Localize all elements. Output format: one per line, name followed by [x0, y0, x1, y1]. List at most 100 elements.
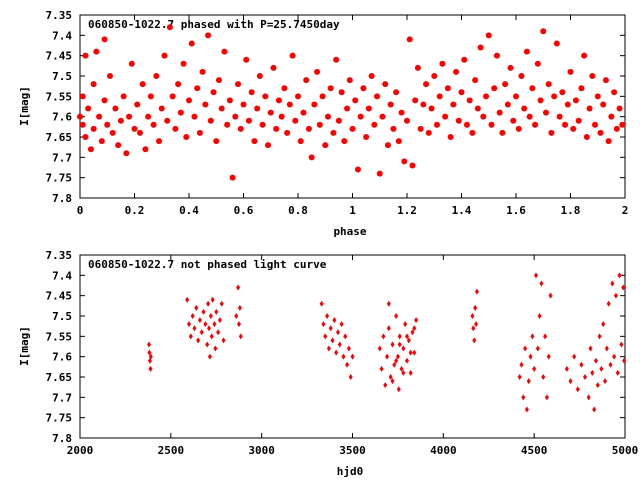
top-data-point: [436, 93, 443, 100]
top-data-point: [458, 89, 465, 96]
top-data-point: [256, 73, 263, 79]
top-data-point: [120, 93, 127, 100]
top-data-point: [559, 89, 566, 96]
bottom-data-point: [401, 369, 406, 376]
bottom-data-point: [473, 304, 478, 311]
top-data-point: [472, 77, 479, 84]
top-data-point: [504, 101, 511, 108]
bottom-data-point: [386, 300, 391, 307]
bottom-data-point: [348, 374, 353, 380]
top-data-point: [330, 129, 337, 136]
top-data-point: [218, 105, 225, 112]
bottom-data-point: [399, 365, 404, 372]
bottom-data-point: [385, 353, 390, 360]
top-data-point: [540, 28, 547, 35]
top-data-point: [431, 73, 438, 79]
top-data-point: [191, 113, 198, 120]
top-data-point: [613, 125, 620, 132]
bottom-y-tick-label: 7.6: [52, 351, 72, 364]
top-data-point: [526, 113, 533, 120]
bottom-data-point: [406, 337, 411, 344]
top-data-point: [243, 56, 250, 63]
bottom-data-point: [410, 329, 415, 336]
top-data-point: [161, 52, 168, 59]
top-data-point: [286, 101, 293, 108]
bottom-data-point: [321, 321, 326, 328]
top-y-tick-label: 7.6: [52, 111, 72, 124]
bottom-data-point: [579, 361, 584, 368]
top-data-point: [513, 93, 519, 100]
top-data-point: [401, 158, 408, 165]
bottom-data-point: [592, 406, 597, 413]
top-data-point: [485, 32, 492, 39]
bottom-data-point: [388, 374, 393, 380]
top-data-point: [254, 105, 261, 112]
top-data-point: [292, 117, 299, 124]
bottom-data-point: [236, 321, 241, 328]
top-data-point: [259, 121, 266, 128]
bottom-data-point: [328, 325, 333, 332]
top-data-point: [349, 125, 356, 132]
top-data-point: [311, 101, 318, 108]
top-data-point: [499, 129, 506, 136]
bottom-data-point: [401, 345, 406, 352]
bottom-data-point: [185, 296, 190, 303]
top-data-point: [562, 121, 569, 128]
top-data-point: [444, 85, 451, 92]
top-data-point: [382, 81, 389, 88]
bottom-data-point: [471, 325, 476, 332]
bottom-data-point: [613, 292, 618, 299]
bottom-data-point: [619, 341, 624, 348]
top-data-point: [390, 125, 397, 132]
bottom-data-point: [206, 325, 211, 332]
bottom-chart-title: 060850-1022.7 not phased light curve: [88, 258, 327, 271]
bottom-data-point: [341, 353, 346, 360]
bottom-data-point: [568, 378, 573, 385]
top-data-point: [496, 109, 503, 116]
bottom-y-tick-label: 7.65: [46, 371, 73, 384]
top-data-point: [104, 121, 111, 128]
bottom-data-point: [474, 321, 479, 328]
bottom-y-tick-label: 7.35: [46, 249, 73, 262]
top-x-tick-label: 0: [77, 204, 84, 217]
top-data-point: [202, 101, 209, 108]
top-data-point: [136, 129, 143, 136]
top-data-point: [172, 125, 179, 132]
bottom-data-point: [528, 353, 533, 360]
bottom-x-tick-label: 4500: [521, 444, 548, 457]
bottom-data-point: [238, 333, 243, 340]
top-data-point: [616, 105, 623, 112]
top-data-point: [575, 117, 582, 124]
top-data-point: [545, 81, 552, 88]
top-data-point: [232, 113, 239, 120]
top-data-point: [523, 48, 530, 55]
top-data-point: [196, 129, 203, 136]
top-data-point: [115, 142, 122, 149]
bottom-plot-frame: [79, 254, 626, 439]
top-data-point: [393, 89, 400, 96]
bottom-y-tick-label: 7.8: [52, 432, 72, 445]
top-data-point: [363, 134, 370, 140]
top-data-point: [308, 154, 315, 161]
top-data-point: [374, 93, 381, 100]
top-x-tick-label: 0.8: [288, 204, 308, 217]
bottom-data-point: [381, 333, 386, 340]
top-data-point: [229, 174, 236, 181]
bottom-data-point: [595, 382, 600, 389]
bottom-data-point: [201, 308, 206, 315]
top-data-point: [109, 129, 116, 136]
top-data-point: [360, 85, 367, 92]
top-data-point: [322, 142, 329, 149]
top-x-tick-label: 2: [622, 204, 629, 217]
top-x-tick-label: 1.6: [506, 204, 526, 217]
bottom-ticks-group: 2000 2500 3000 3500 4000 4500 5000 7.35 7.4 7.45 7…: [46, 249, 639, 457]
top-data-point: [346, 77, 353, 84]
top-y-tick-label: 7.75: [46, 172, 73, 185]
top-data-point: [551, 93, 558, 100]
top-data-point: [117, 117, 124, 124]
top-data-point: [474, 105, 481, 112]
top-y-tick-label: 7.4: [52, 29, 72, 42]
bottom-data-point: [147, 349, 152, 356]
top-x-axis-label: phase: [333, 225, 366, 238]
bottom-data-point: [403, 321, 408, 328]
